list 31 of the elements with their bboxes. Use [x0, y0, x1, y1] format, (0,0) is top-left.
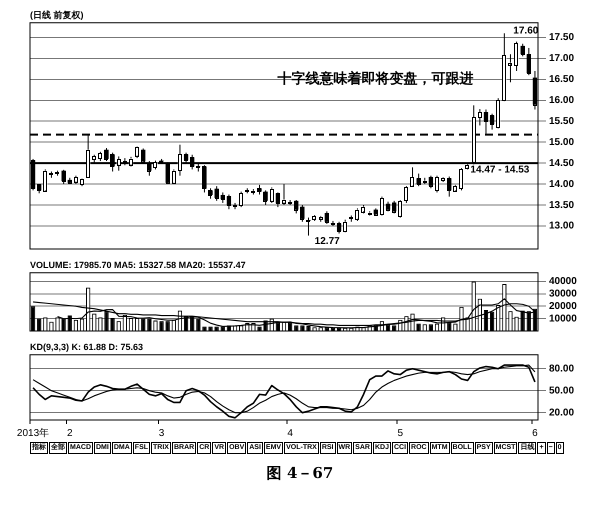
text: 图 4－67 — [266, 464, 334, 483]
x-tick-label: 5 — [398, 428, 404, 439]
y-tick-label: 14.00 — [549, 178, 574, 190]
annotation: 17.60 — [513, 25, 539, 36]
y-tick-label: 16.50 — [549, 74, 574, 86]
chart-title: KD(9,3,3) K: 61.88 D: 75.63 — [30, 342, 144, 352]
chart-title: VOLUME: 17985.70 MA5: 15327.58 MA20: 15537.47 — [30, 260, 246, 270]
y-tick-label: 40000 — [549, 276, 578, 288]
annotation: 十字线意味着即将变盘，可跟进 — [276, 70, 474, 87]
y-tick-label: 15.00 — [549, 136, 574, 148]
y-tick-label: 16.00 — [549, 95, 574, 106]
y-tick-label: 17.00 — [549, 53, 574, 64]
y-tick-label: 17.50 — [549, 32, 574, 44]
y-tick-label: 15.50 — [549, 116, 574, 127]
x-tick-label: 2013年 — [16, 426, 50, 439]
y-tick-label: 14.50 — [549, 158, 574, 169]
y-tick-label: 20000 — [549, 300, 578, 312]
y-tick-label: 20.00 — [549, 407, 574, 418]
y-tick-label: 10000 — [549, 313, 578, 324]
annotation: 14.47 - 14.53 — [470, 164, 530, 176]
x-tick-label: 6 — [532, 428, 538, 439]
x-tick-label: 4 — [287, 428, 294, 439]
y-tick-label: 30000 — [549, 288, 578, 300]
y-tick-label: 13.00 — [549, 220, 574, 232]
chart-title: (日线 前复权) — [30, 10, 84, 20]
x-tick-label: 3 — [158, 428, 165, 439]
y-tick-label: 50.00 — [549, 385, 574, 396]
y-tick-label: 80.00 — [549, 363, 574, 374]
annotation: 12.77 — [314, 236, 340, 248]
x-tick-label: 2 — [67, 428, 73, 439]
y-tick-label: 13.50 — [549, 200, 574, 211]
